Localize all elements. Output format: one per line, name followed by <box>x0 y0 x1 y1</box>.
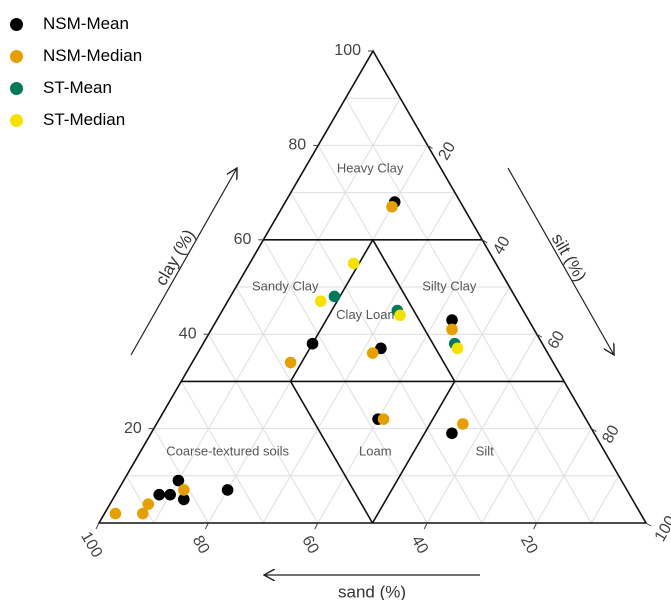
legend-label-st-median: ST-Median <box>43 110 126 129</box>
tick-label-silt-100: 100 <box>652 513 671 545</box>
region-label-loam: Loam <box>359 444 392 459</box>
tick-label-silt-40: 40 <box>490 234 514 258</box>
clay-axis-arrow <box>130 168 237 356</box>
legend-marker-nsm-mean <box>10 17 23 31</box>
class-boundary-line <box>371 380 456 524</box>
tick-label-clay-20: 20 <box>124 420 142 437</box>
point-st-median-1 <box>347 257 360 270</box>
tick-mark-sand <box>423 522 428 530</box>
point-nsm-median-7 <box>178 484 190 496</box>
point-st-median-3 <box>394 309 406 322</box>
tick-label-clay-100: 100 <box>334 42 361 59</box>
class-boundary-line <box>372 239 456 382</box>
point-nsm-mean-10 <box>164 488 176 501</box>
point-nsm-mean-8 <box>221 484 234 496</box>
class-boundary-line <box>289 380 374 524</box>
tick-label-clay-80: 80 <box>288 137 306 154</box>
region-label-silty-clay: Silty Clay <box>422 278 477 293</box>
point-nsm-median-2 <box>284 356 297 369</box>
tick-label-clay-40: 40 <box>179 325 197 342</box>
silt-axis-arrow <box>507 167 614 355</box>
legend-label-nsm-mean: NSM-Mean <box>43 14 129 33</box>
gridline-sand-70 <box>180 381 264 524</box>
tick-label-sand-80: 80 <box>189 533 213 557</box>
tick-label-silt-60: 60 <box>545 328 569 352</box>
region-label-heavy-clay: Heavy Clay <box>337 160 404 175</box>
legend-item-nsm-mean: NSM-Mean <box>10 8 142 40</box>
data-points <box>109 196 469 520</box>
class-boundaries <box>181 239 565 524</box>
sand-axis-title: sand (%) <box>338 582 406 600</box>
tick-mark-silt <box>645 522 652 527</box>
tick-mark-sand <box>204 522 209 530</box>
tick-mark-sand <box>95 522 100 530</box>
tick-mark-sand <box>314 522 319 530</box>
region-labels: Heavy Clay Sandy Clay Silty Clay Clay Loam C… <box>166 160 494 458</box>
tick-mark-silt <box>591 428 597 433</box>
point-st-mean-1 <box>328 290 341 303</box>
tick-label-sand-20: 20 <box>517 533 541 557</box>
point-st-median-2 <box>314 295 327 307</box>
gridline-sand-10 <box>345 97 592 524</box>
tick-mark-silt <box>536 333 543 338</box>
gridline-sand-30 <box>290 192 483 524</box>
point-nsm-median-8 <box>109 507 122 520</box>
legend-marker-nsm-median <box>10 49 23 63</box>
point-nsm-mean-2 <box>306 337 319 350</box>
legend-item-st-median: ST-Median <box>10 104 142 136</box>
region-label-sandy-clay: Sandy Clay <box>252 278 319 293</box>
gridline-silt-70 <box>481 381 565 524</box>
clay-axis-title: clay (%) <box>152 226 199 289</box>
gridline-sand-60 <box>208 333 319 524</box>
point-nsm-mean-7 <box>172 474 185 487</box>
point-nsm-median-4 <box>446 323 458 336</box>
triangle-frame <box>97 49 648 524</box>
gridline-silt-30 <box>262 192 456 524</box>
point-nsm-mean-9 <box>178 493 190 506</box>
tick-mark-silt <box>481 239 488 244</box>
tick-labels: 20 40 60 80 100 20 40 60 80 100 100 80 60 40 20 <box>77 42 671 561</box>
point-nsm-mean-4 <box>446 314 458 326</box>
gridline-silt-90 <box>590 475 620 524</box>
region-label-coarse-textured-soils: Coarse-textured soils <box>166 444 289 459</box>
point-nsm-median-6 <box>457 418 469 430</box>
point-nsm-median-10 <box>142 498 155 510</box>
point-nsm-median-5 <box>377 413 390 425</box>
tick-label-sand-100: 100 <box>77 529 105 561</box>
region-label-silt: Silt <box>476 444 494 459</box>
tick-mark-sand <box>533 522 538 530</box>
point-nsm-mean-6 <box>446 427 458 440</box>
tick-mark-silt <box>427 144 433 149</box>
legend-marker-st-median <box>10 113 23 127</box>
point-nsm-median-9 <box>136 507 149 520</box>
point-nsm-median-1 <box>386 200 398 213</box>
gridline-sand-90 <box>125 475 155 524</box>
tick-label-sand-40: 40 <box>408 533 432 557</box>
gridline-silt-10 <box>153 97 401 524</box>
triangle-outline <box>97 49 648 524</box>
tick-label-silt-80: 80 <box>599 422 623 446</box>
legend-marker-st-mean <box>10 81 23 95</box>
point-st-median-4 <box>451 342 464 355</box>
legend-item-nsm-median: NSM-Median <box>10 40 142 72</box>
tick-label-silt-20: 20 <box>436 139 460 163</box>
legend-label-nsm-median: NSM-Median <box>43 46 143 65</box>
legend-item-st-mean: ST-Mean <box>10 72 142 104</box>
tick-label-clay-60: 60 <box>234 231 252 248</box>
point-nsm-mean-11 <box>153 488 165 501</box>
region-label-clay-loam: Clay Loam <box>336 307 398 322</box>
tick-label-sand-60: 60 <box>298 533 322 557</box>
legend: NSM-Mean NSM-Median ST-Mean ST-Median <box>10 8 142 136</box>
legend-label-st-mean: ST-Mean <box>43 78 112 97</box>
point-nsm-median-3 <box>366 347 379 359</box>
